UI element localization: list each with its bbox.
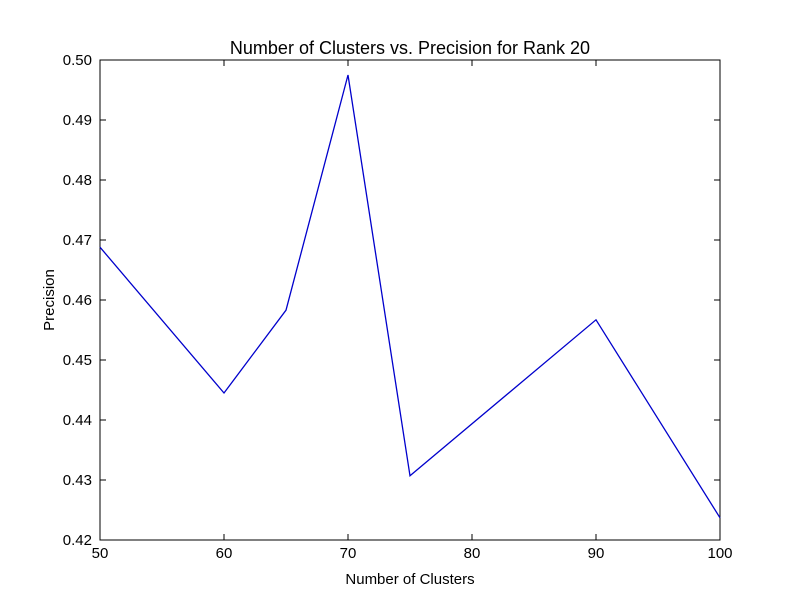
y-tick-label: 0.48 bbox=[63, 172, 92, 189]
x-tick-label: 80 bbox=[464, 545, 481, 562]
x-tick-label: 90 bbox=[588, 545, 605, 562]
x-tick-label: 70 bbox=[340, 545, 357, 562]
x-tick-label: 60 bbox=[216, 545, 233, 562]
y-tick-label: 0.44 bbox=[63, 412, 92, 429]
x-axis-ticks: 50 60 70 80 90 100 bbox=[92, 60, 733, 562]
x-axis-label: Number of Clusters bbox=[345, 571, 474, 588]
series-line bbox=[99, 74, 721, 519]
y-tick-label: 0.50 bbox=[63, 52, 92, 69]
x-tick-label: 100 bbox=[707, 545, 732, 562]
y-tick-label: 0.43 bbox=[63, 472, 92, 489]
y-axis-ticks: 0.42 0.43 0.44 0.45 0.46 0.47 0.48 0.49 0.50 bbox=[63, 52, 720, 549]
plot-area-frame bbox=[99, 59, 721, 541]
y-axis-label: Precision bbox=[41, 269, 58, 331]
y-tick-label: 0.46 bbox=[63, 292, 92, 309]
y-tick-label: 0.47 bbox=[63, 232, 92, 249]
series-layer bbox=[99, 74, 721, 519]
y-tick-label: 0.45 bbox=[63, 352, 92, 369]
y-tick-label: 0.42 bbox=[63, 532, 92, 549]
chart-title: Number of Clusters vs. Precision for Ran… bbox=[230, 38, 590, 58]
x-tick-label: 50 bbox=[92, 545, 109, 562]
y-tick-label: 0.49 bbox=[63, 112, 92, 129]
